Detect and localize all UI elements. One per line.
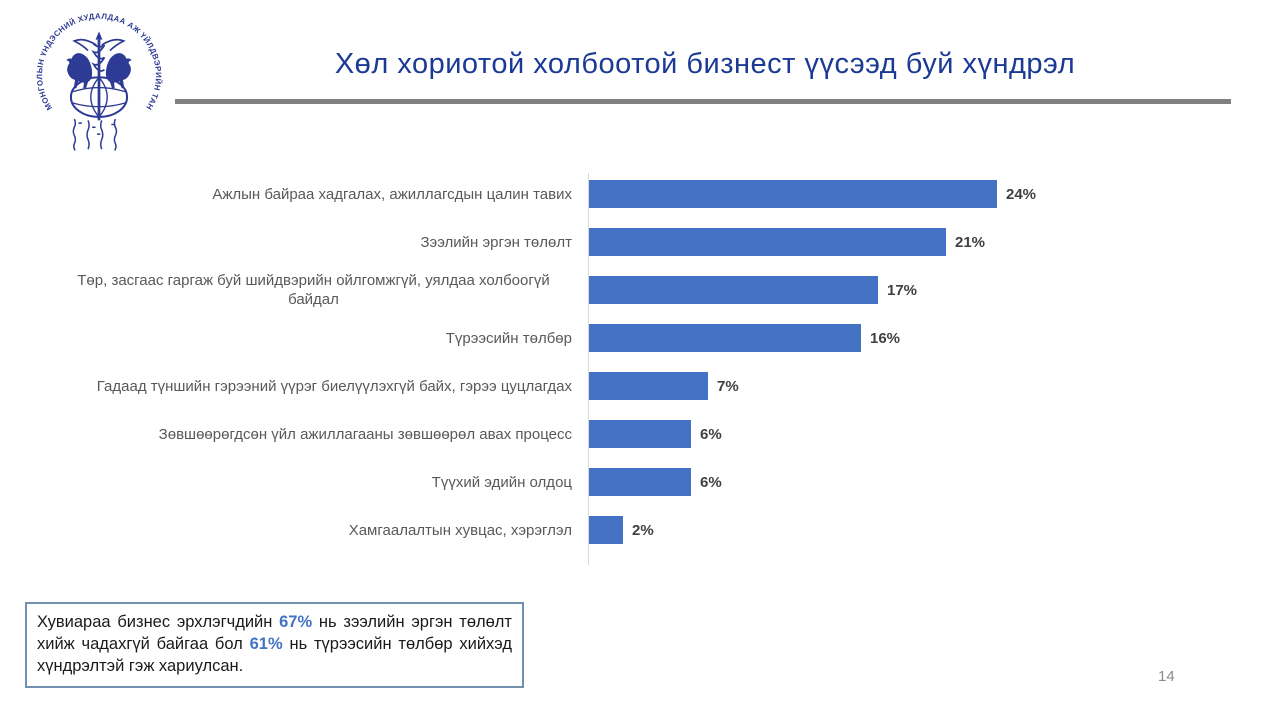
bar [589, 276, 878, 304]
bar [589, 324, 861, 352]
bar-area: 17% [589, 276, 1031, 304]
note-segment: Хувиараа бизнес эрхлэгчдийн [37, 613, 280, 631]
chart-row: Гадаад түншийн гэрээний үүрэг биелүүлэхг… [55, 362, 1065, 410]
category-cell: Түүхий эдийн олдоц [55, 473, 588, 492]
page-title: Хөл хориотой холбоотой бизнест үүсээд бу… [334, 48, 1076, 80]
bar-area: 2% [589, 516, 1031, 544]
category-label: Түрээсийн төлбөр [445, 329, 572, 347]
chart-row: Зөвшөөрөгдсөн үйл ажиллагааны зөвшөөрөл … [55, 410, 1065, 458]
category-cell: Төр, засгаас гаргаж буй шийдвэрийн ойлго… [55, 271, 588, 309]
value-label: 7% [717, 377, 739, 395]
bar-chart: Ажлын байраа хадгалах, ажиллагсдын цалин… [55, 170, 1065, 565]
note-segment: нь зээлийн эргэн төлөлт хийж чадахгүй ба… [37, 613, 512, 653]
category-label: Зөвшөөрөгдсөн үйл ажиллагааны зөвшөөрөл … [158, 425, 572, 443]
chart-row: Хамгаалалтын хувцас, хэрэглэл 2% [55, 506, 1065, 554]
bar-area: 7% [589, 372, 1031, 400]
value-label: 6% [700, 473, 722, 491]
category-label: Төр, засгаас гаргаж буй шийдвэрийн ойлго… [77, 272, 550, 308]
category-label: Түүхий эдийн олдоц [431, 473, 572, 491]
bar [589, 180, 997, 208]
organization-logo: МОНГОЛЫН ҮНДЭСНИЙ ХУДАЛДАА АЖ ҮЙЛДВЭРИЙН… [27, 0, 168, 156]
chamber-emblem-icon: МОНГОЛЫН ҮНДЭСНИЙ ХУДАЛДАА АЖ ҮЙЛДВЭРИЙН… [27, 0, 163, 151]
category-cell: Зээлийн эргэн төлөлт [55, 233, 588, 252]
value-label: 24% [1006, 185, 1037, 203]
bar-area: 16% [589, 324, 1031, 352]
bar [589, 228, 946, 256]
value-label: 16% [870, 329, 901, 347]
category-cell: Зөвшөөрөгдсөн үйл ажиллагааны зөвшөөрөл … [55, 425, 588, 444]
page-number: 14 [1158, 668, 1175, 685]
note-highlight: 61% [249, 635, 283, 653]
category-cell: Хамгаалалтын хувцас, хэрэглэл [55, 521, 588, 540]
chart-rows: Ажлын байраа хадгалах, ажиллагсдын цалин… [55, 170, 1065, 554]
note-text: Хувиараа бизнес эрхлэгчдийн 67% нь зээли… [37, 611, 512, 677]
bar-area: 6% [589, 420, 1031, 448]
bar [589, 372, 708, 400]
category-cell: Ажлын байраа хадгалах, ажиллагсдын цалин… [55, 185, 588, 204]
note-highlight: 67% [279, 613, 313, 631]
category-label: Ажлын байраа хадгалах, ажиллагсдын цалин… [212, 185, 572, 203]
chart-row: Түрээсийн төлбөр 16% [55, 314, 1065, 362]
bar [589, 516, 623, 544]
bar [589, 468, 691, 496]
category-label: Хамгаалалтын хувцас, хэрэглэл [348, 521, 572, 539]
value-label: 21% [955, 233, 986, 251]
bar [589, 420, 691, 448]
bar-area: 6% [589, 468, 1031, 496]
value-label: 17% [886, 281, 918, 299]
category-cell: Түрээсийн төлбөр [55, 329, 588, 348]
category-cell: Гадаад түншийн гэрээний үүрэг биелүүлэхг… [55, 377, 588, 396]
note-segment: нь түрээсийн төлбөр хийхэд хүндрэлтэй гэ… [37, 635, 512, 675]
title-divider [175, 99, 1231, 104]
category-axis-line [588, 173, 589, 565]
chart-row: Түүхий эдийн олдоц 6% [55, 458, 1065, 506]
summary-note-box: Хувиараа бизнес эрхлэгчдийн 67% нь зээли… [25, 602, 524, 688]
svg-text:МОНГОЛЫН ҮНДЭСНИЙ ХУДАЛДАА АЖ: МОНГОЛЫН ҮНДЭСНИЙ ХУДАЛДАА АЖ ҮЙЛДВЭРИЙН… [30, 4, 163, 112]
chart-row: Төр, засгаас гаргаж буй шийдвэрийн ойлго… [55, 266, 1065, 314]
value-label: 2% [632, 521, 654, 539]
chart-row: Зээлийн эргэн төлөлт 21% [55, 218, 1065, 266]
category-label: Зээлийн эргэн төлөлт [420, 233, 572, 251]
chart-row: Ажлын байраа хадгалах, ажиллагсдын цалин… [55, 170, 1065, 218]
category-label: Гадаад түншийн гэрээний үүрэг биелүүлэхг… [96, 377, 572, 395]
bar-area: 21% [589, 228, 1031, 256]
value-label: 6% [700, 425, 722, 443]
bar-area: 24% [589, 180, 1036, 208]
